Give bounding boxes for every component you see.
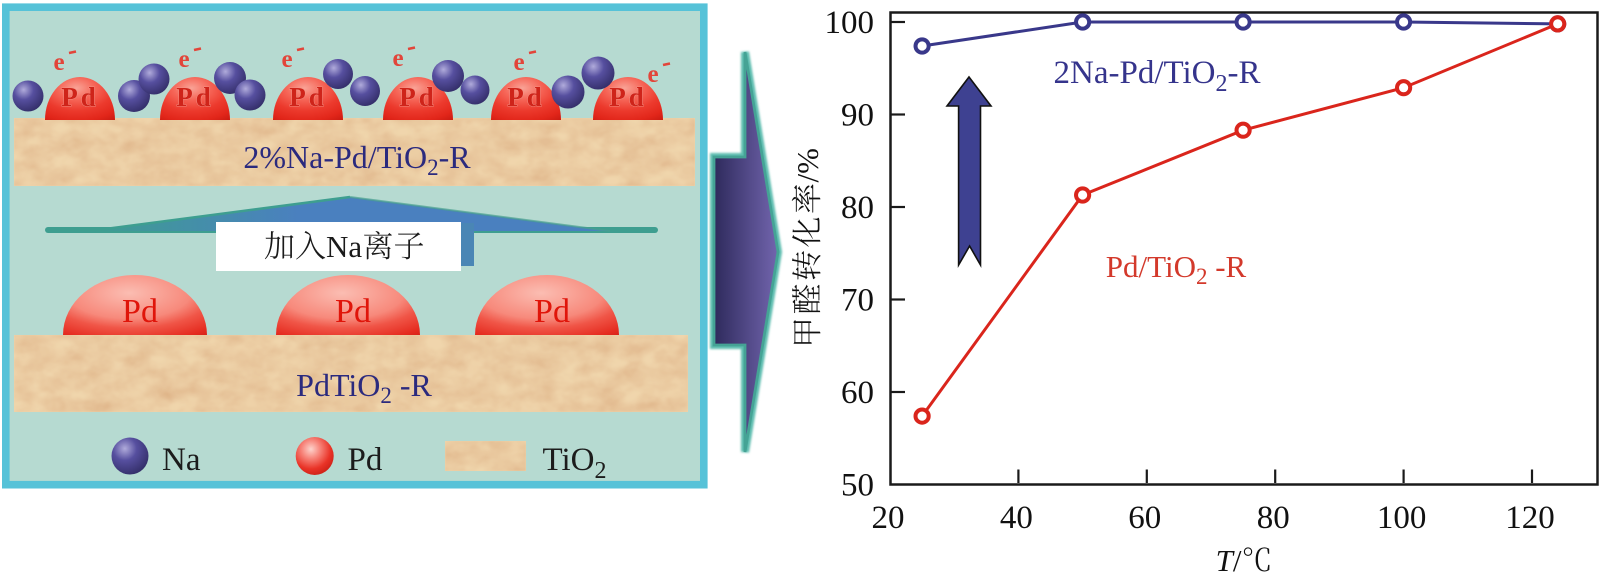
svg-text:e: e xyxy=(647,61,658,88)
svg-text:100: 100 xyxy=(1377,500,1427,536)
svg-text:Pd: Pd xyxy=(534,293,570,330)
svg-text:70: 70 xyxy=(841,283,874,319)
svg-text:PdTiO2 -R: PdTiO2 -R xyxy=(296,367,432,408)
svg-text:Pd: Pd xyxy=(61,82,99,112)
svg-text:40: 40 xyxy=(1000,500,1033,536)
svg-text:Pd: Pd xyxy=(507,82,545,112)
svg-text:e: e xyxy=(392,45,403,72)
svg-text:60: 60 xyxy=(841,375,874,411)
svg-text:e: e xyxy=(513,49,524,76)
svg-text:80: 80 xyxy=(841,190,874,226)
svg-text:Na: Na xyxy=(162,442,201,478)
svg-text:T/: T/ xyxy=(1216,543,1242,578)
svg-text:60: 60 xyxy=(1128,500,1161,536)
svg-text:50: 50 xyxy=(841,468,874,504)
svg-text:100: 100 xyxy=(825,5,875,41)
svg-text:80: 80 xyxy=(1257,500,1290,536)
svg-text:Pd/TiO2 -R: Pd/TiO2 -R xyxy=(1106,249,1247,289)
svg-text:Na: Na xyxy=(326,229,362,264)
svg-text:/%: /% xyxy=(790,148,825,182)
svg-text:Pd: Pd xyxy=(609,82,647,112)
svg-text:20: 20 xyxy=(872,500,905,536)
svg-text:Pd: Pd xyxy=(399,82,437,112)
svg-text:2Na-Pd/TiO2-R: 2Na-Pd/TiO2-R xyxy=(1054,55,1261,97)
svg-text:e: e xyxy=(53,49,64,76)
svg-text:Pd: Pd xyxy=(335,293,371,330)
svg-text:120: 120 xyxy=(1505,500,1555,536)
svg-text:Pd: Pd xyxy=(348,442,383,478)
svg-text:e: e xyxy=(178,46,189,73)
svg-text:Pd: Pd xyxy=(122,293,158,330)
svg-text:Pd: Pd xyxy=(176,82,214,112)
svg-text:e: e xyxy=(281,46,292,73)
svg-text:90: 90 xyxy=(841,98,874,134)
svg-text:Pd: Pd xyxy=(289,82,327,112)
